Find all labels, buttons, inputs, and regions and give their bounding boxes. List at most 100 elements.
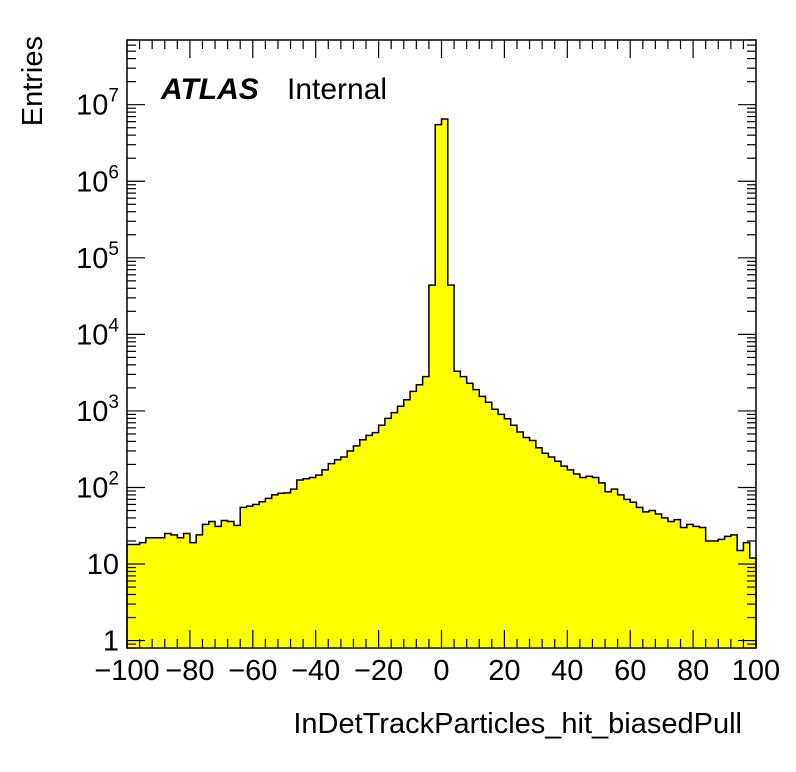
histogram-bar (611, 489, 619, 648)
y-tick-label: 1 (103, 626, 119, 658)
histogram-bar (366, 435, 373, 648)
histogram-bar (133, 544, 141, 648)
histogram-bar (227, 521, 235, 648)
histogram-bar (642, 511, 650, 648)
histogram-bar (592, 477, 600, 648)
histogram-bar (504, 418, 512, 648)
histogram-bar (567, 469, 575, 648)
histogram-bars (127, 119, 757, 649)
histogram-bar (139, 542, 147, 648)
histogram-bar (296, 480, 304, 648)
histogram-bar (498, 414, 505, 648)
histogram-bar (724, 536, 732, 648)
histogram-bar (674, 519, 682, 648)
histogram-bar (359, 439, 367, 648)
y-tick-exponent: 4 (108, 315, 119, 336)
histogram-bar (391, 412, 399, 648)
histogram-bar (202, 524, 210, 648)
histogram-bar (623, 499, 631, 648)
histogram-bar (605, 491, 612, 648)
x-tick-label: −100 (94, 655, 159, 687)
histogram-bar (246, 506, 254, 648)
histogram-bar (265, 498, 273, 648)
histogram-bar (737, 550, 745, 648)
histogram-bar (630, 502, 638, 648)
histogram-bar (240, 507, 248, 648)
x-tick-label: −20 (354, 655, 403, 687)
histogram-bar (516, 432, 524, 648)
histogram-bar (189, 542, 197, 648)
x-tick-label: 80 (677, 655, 709, 687)
histogram-bar (384, 418, 392, 648)
histogram-bar (617, 494, 625, 648)
histogram-bar (435, 124, 443, 649)
histogram-bar (510, 425, 518, 648)
histogram-bar (372, 432, 380, 648)
x-tick-label: −40 (291, 655, 340, 687)
histogram-bar (145, 537, 153, 648)
histogram-bar (340, 457, 348, 648)
histogram-bar (328, 463, 336, 648)
histogram-bar (573, 473, 581, 648)
histogram-bar (586, 476, 594, 648)
histogram-outline (126, 118, 757, 648)
x-tick-label: 40 (551, 655, 583, 687)
histogram-bar (454, 371, 461, 648)
histogram-bar (718, 539, 726, 648)
histogram-bar (208, 521, 216, 648)
histogram-bar (693, 526, 700, 648)
histogram-bar (711, 540, 719, 648)
x-tick-label: 100 (732, 655, 780, 687)
histogram-bar (479, 396, 487, 648)
histogram-bar (523, 437, 531, 648)
histogram-bar (680, 527, 688, 648)
histogram-bar (743, 542, 751, 648)
histogram-bar (177, 537, 185, 648)
x-tick-labels: −100 −80 −60 −40 −20 0 20 40 60 80 100 (94, 655, 780, 687)
x-tick-label: −60 (228, 655, 277, 687)
x-tick-label: 0 (433, 655, 449, 687)
histogram-bar (277, 493, 285, 648)
histogram-bar (661, 517, 669, 648)
histogram-bar (542, 453, 550, 648)
histogram-bar (598, 482, 606, 648)
histogram-bar (152, 537, 160, 648)
x-axis-title: InDetTrackParticles_hit_biasedPull (293, 708, 742, 740)
histogram-bar (378, 425, 386, 648)
histogram-bar (466, 383, 474, 648)
y-tick-exponent: 5 (108, 239, 119, 260)
histogram-bar (561, 466, 568, 648)
x-tick-label: −80 (165, 655, 214, 687)
histogram-bar (321, 469, 329, 648)
histogram-bar (649, 510, 656, 648)
histogram-bar (164, 533, 172, 648)
atlas-label: ATLAS (160, 73, 259, 106)
histogram-bar (127, 544, 134, 648)
histogram-bar (699, 527, 707, 648)
histogram-bar (636, 507, 644, 648)
histogram-bar (259, 501, 266, 648)
histogram-bar (158, 537, 166, 648)
histogram-bar (284, 492, 292, 648)
histogram-bar (309, 477, 317, 648)
histogram-bar (334, 459, 342, 648)
histogram-bar (485, 402, 493, 648)
histogram-bar (422, 376, 430, 648)
histogram-bar (315, 475, 323, 648)
internal-label: Internal (287, 73, 387, 106)
histogram-bar (347, 450, 355, 648)
histogram-bar (579, 477, 587, 648)
histogram-bar (655, 514, 663, 648)
histogram-bar (529, 440, 537, 648)
histogram-bar (554, 461, 562, 648)
axis-ticks (126, 39, 757, 649)
y-tick-exponent: 7 (108, 86, 119, 107)
x-tick-label: 60 (614, 655, 646, 687)
histogram-bar (535, 447, 543, 648)
histogram-bar (428, 285, 436, 648)
histogram-bar (491, 409, 499, 648)
histogram-bar (303, 478, 311, 648)
histogram-bar (730, 534, 738, 648)
y-tick-exponent: 2 (108, 468, 119, 489)
